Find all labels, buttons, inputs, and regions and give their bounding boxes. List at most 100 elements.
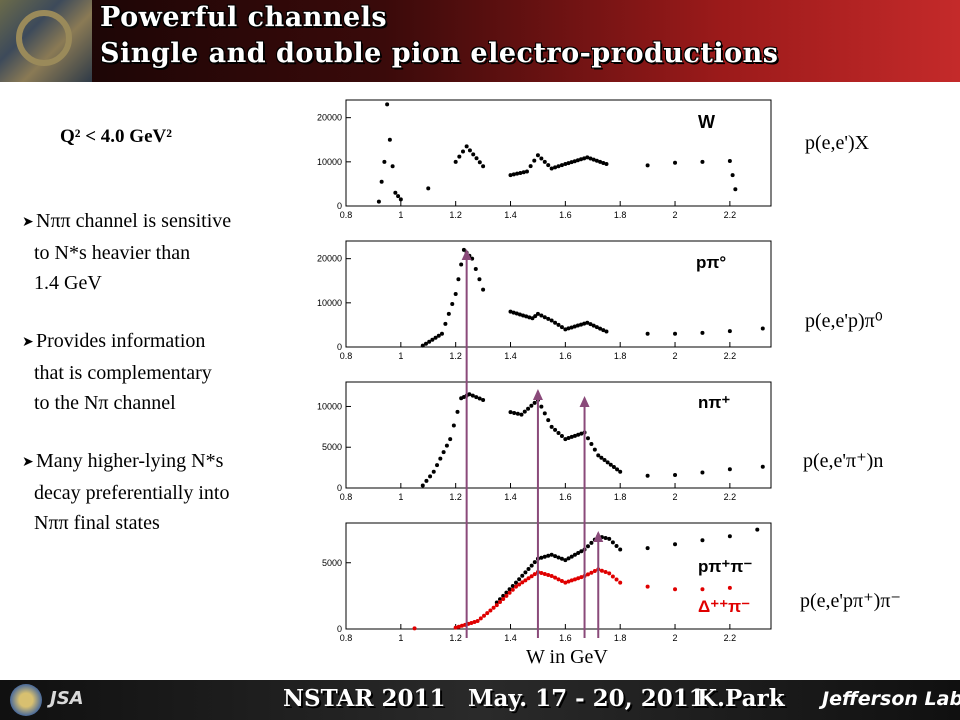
x-tick-label: 1.4 <box>504 633 517 643</box>
data-point <box>532 158 537 163</box>
data-point <box>579 431 584 436</box>
data-point <box>446 311 451 316</box>
data-point <box>515 411 520 416</box>
y-tick-label: 20000 <box>317 254 342 264</box>
data-point <box>481 397 486 402</box>
data-point <box>566 556 571 561</box>
data-point <box>589 540 594 545</box>
data-point <box>396 194 401 199</box>
data-point <box>390 164 395 169</box>
data-point <box>511 172 516 177</box>
data-point <box>433 335 438 340</box>
data-point <box>546 573 551 578</box>
arrow-bullet-icon: ➤ <box>22 335 34 350</box>
x-tick-label: 0.8 <box>340 492 353 502</box>
data-point <box>535 153 540 158</box>
plot-frame <box>345 240 772 348</box>
panel-label-ppipi: pπ⁺π⁻ <box>698 557 752 576</box>
data-point <box>542 411 547 416</box>
data-point <box>507 587 512 592</box>
y-tick-label: 10000 <box>317 157 342 167</box>
data-point <box>589 441 594 446</box>
data-point <box>546 553 551 558</box>
data-point <box>481 164 486 169</box>
bullet-text: Nππ final states <box>34 512 160 534</box>
data-point <box>604 162 609 167</box>
data-point <box>569 434 574 439</box>
data-point <box>618 547 623 552</box>
panel-label-ppi0: pπ° <box>696 253 726 272</box>
x-tick-label: 0.8 <box>340 351 353 361</box>
data-point <box>498 600 503 605</box>
resonance-arrow-head <box>593 531 604 542</box>
data-point <box>460 149 465 154</box>
data-point <box>730 173 735 178</box>
data-point <box>539 156 544 161</box>
data-point <box>475 619 480 624</box>
data-point <box>430 337 435 342</box>
data-point <box>535 311 540 316</box>
data-point <box>533 314 538 319</box>
data-point <box>566 161 571 166</box>
data-point <box>556 430 561 435</box>
data-point <box>470 393 475 398</box>
data-point <box>464 144 469 149</box>
x-tick-label: 1.8 <box>614 492 627 502</box>
arrow-bullet-icon: ➤ <box>22 455 34 470</box>
data-point <box>755 527 760 532</box>
data-point <box>521 313 526 318</box>
data-point <box>472 619 477 624</box>
data-point <box>549 552 554 557</box>
data-point <box>519 412 524 417</box>
arrow-bullet-icon: ➤ <box>22 215 34 230</box>
data-point <box>549 318 554 323</box>
bullet-text: decay preferentially into <box>34 482 230 504</box>
data-point <box>700 538 705 543</box>
data-point <box>450 301 455 306</box>
data-point <box>727 534 732 539</box>
resonance-arrow-head <box>461 249 472 260</box>
data-point <box>546 163 551 168</box>
data-point <box>542 159 547 164</box>
data-point <box>398 197 403 202</box>
data-point <box>645 473 650 478</box>
data-point <box>579 575 584 580</box>
data-point <box>504 593 509 598</box>
data-point <box>517 582 522 587</box>
x-tick-label: 1.6 <box>559 492 572 502</box>
data-point <box>515 171 520 176</box>
footer-bar: JSA NSTAR 2011 May. 17 - 20, 2011 K.Park… <box>0 680 960 720</box>
data-point <box>453 292 458 296</box>
data-point <box>527 315 532 320</box>
y-tick-label: 0 <box>337 483 342 493</box>
data-point <box>569 578 574 583</box>
data-point <box>431 469 436 474</box>
data-point <box>563 327 568 332</box>
data-point <box>645 546 650 551</box>
data-point <box>588 156 593 161</box>
data-point <box>498 597 503 602</box>
data-point <box>559 556 564 561</box>
data-point <box>569 325 574 330</box>
data-point <box>575 158 580 163</box>
data-point <box>576 576 581 581</box>
bullet-text: Nππ channel is sensitive <box>36 210 232 232</box>
data-point <box>477 277 482 282</box>
slide-title-line-1: Powerful channels <box>100 2 388 33</box>
data-point <box>471 152 476 157</box>
data-point <box>456 624 461 629</box>
footer-conference: NSTAR 2011 <box>283 685 446 712</box>
data-point <box>645 163 650 168</box>
data-point <box>539 571 544 576</box>
data-point <box>572 577 577 582</box>
data-point <box>532 400 537 405</box>
jefferson-lab-logo: Jefferson Lab <box>822 688 960 710</box>
x-tick-label: 2 <box>673 492 678 502</box>
data-point <box>559 434 564 439</box>
data-point <box>457 154 462 159</box>
data-point <box>474 395 479 400</box>
x-tick-label: 1.8 <box>614 633 627 643</box>
data-point <box>427 339 432 344</box>
data-point <box>467 392 472 397</box>
data-point <box>572 324 577 329</box>
